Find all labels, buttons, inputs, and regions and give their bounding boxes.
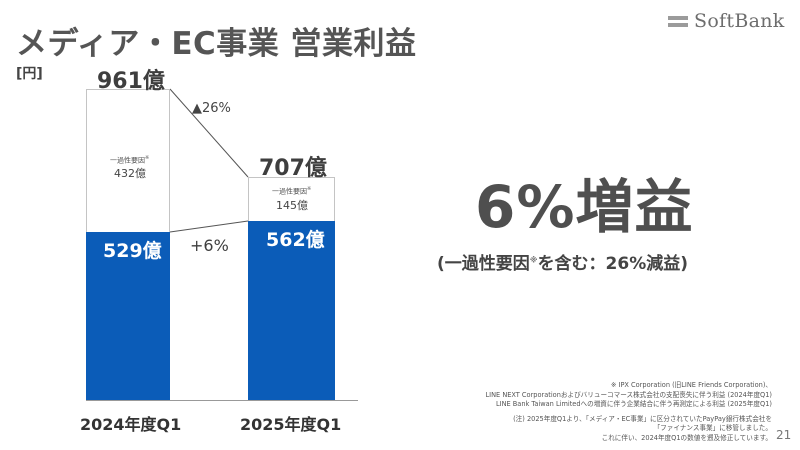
footnote-line: 「ファイナンス事業」に移管しました。 — [653, 424, 772, 433]
bar-2024q1-base — [86, 232, 170, 400]
page-title: メディア・EC事業 営業利益 — [16, 26, 417, 62]
footnote-line: ※ IPX Corporation (旧LINE Friends Corpora… — [610, 381, 772, 389]
headline-subnote: (一過性要因※を含む：26%減益) — [437, 254, 689, 274]
page-number: 21 — [776, 428, 792, 442]
xlabel-2025q1: 2025年度Q1 — [240, 415, 342, 434]
footnote-line: LINE Bank Taiwan Limitedへの増資に伴う企業結合に伴う再測… — [495, 400, 772, 409]
footnotes: ※ IPX Corporation (旧LINE Friends Corpora… — [486, 381, 773, 444]
x-axis — [86, 400, 358, 401]
footnote-line: これに伴い、2024年度Q1の数値を遡及修正しています。 — [601, 433, 772, 442]
oneoff-value-2024q1: 432億 — [114, 167, 146, 180]
oneoff-value-2025q1: 145億 — [276, 199, 308, 212]
total-label-2025q1: 707億 — [259, 156, 327, 181]
logo-bars-icon — [668, 15, 688, 27]
connector-lines — [169, 88, 249, 233]
oneoff-title-2025q1: 一過性要因※ — [272, 186, 312, 196]
bar-2025q1-base — [248, 221, 335, 400]
footnote-line: LINE NEXT Corporationおよびバリューコマース株式会社の支配喪… — [485, 390, 773, 399]
bar-2025q1-oneoff — [248, 177, 335, 222]
logo-text: SoftBank — [694, 10, 785, 32]
unit-label: [円] — [16, 66, 43, 82]
softbank-logo: SoftBank — [668, 10, 785, 32]
change-total-label: ▲26% — [192, 101, 231, 116]
footnote-line: (注) 2025年度Q1より、「メディア・EC事業」に区分されていたPayPay… — [513, 414, 772, 423]
oneoff-title-2024q1: 一過性要因※ — [110, 155, 150, 165]
base-label-2025q1: 562億 — [266, 229, 325, 251]
change-base-label: +6% — [190, 236, 229, 255]
xlabel-2024q1: 2024年度Q1 — [80, 415, 182, 434]
bar-2024q1-oneoff — [86, 89, 170, 233]
headline-result: 6%増益 — [475, 173, 694, 241]
operating-income-chart: 961億 一過性要因※ 432億 529億 2024年度Q1 707億 一過性要… — [80, 69, 358, 434]
base-label-2024q1: 529億 — [103, 240, 162, 262]
total-label-2024q1: 961億 — [97, 69, 165, 94]
